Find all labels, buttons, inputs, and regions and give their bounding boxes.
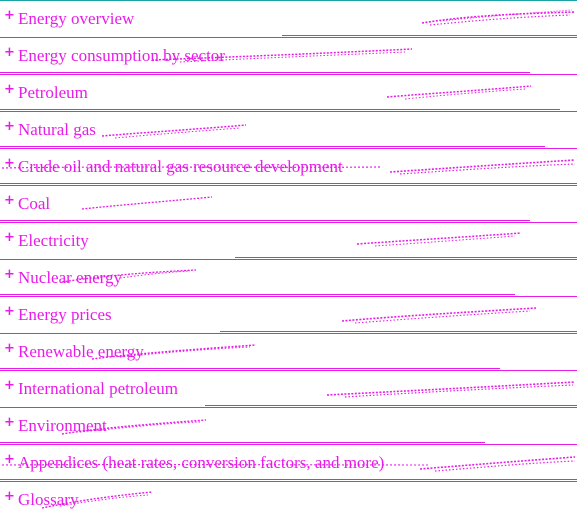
- plus-icon[interactable]: +: [4, 266, 15, 282]
- menu-item-label: Natural gas: [18, 119, 96, 139]
- menu-item-label: Petroleum: [18, 82, 88, 102]
- divider: [282, 35, 577, 36]
- plus-icon[interactable]: +: [4, 303, 15, 319]
- divider: [0, 259, 577, 260]
- divider: [0, 183, 577, 184]
- menu-item-label: Coal: [18, 193, 51, 213]
- plus-icon[interactable]: +: [4, 229, 15, 245]
- divider: [0, 368, 500, 369]
- menu-item-label: Energy prices: [18, 304, 112, 324]
- menu-item-label: Electricity: [18, 230, 89, 250]
- divider: [0, 479, 577, 480]
- menu-item-label: Appendices (heat rates, conversion facto…: [18, 452, 385, 472]
- divider: [0, 442, 485, 443]
- plus-icon[interactable]: +: [4, 488, 15, 504]
- divider: [235, 257, 577, 258]
- menu-item-crude-oil-and-natural-gas-resource-development[interactable]: + Crude oil and natural gas resource dev…: [0, 149, 577, 186]
- divider: [0, 109, 560, 110]
- menu-item-label: Crude oil and natural gas resource devel…: [18, 156, 343, 176]
- plus-icon[interactable]: +: [4, 192, 15, 208]
- menu-item-petroleum[interactable]: + Petroleum: [0, 75, 577, 112]
- plus-icon[interactable]: +: [4, 155, 15, 171]
- menu-item-environment[interactable]: + Environment: [0, 408, 577, 445]
- divider: [0, 296, 577, 297]
- menu-item-international-petroleum[interactable]: + International petroleum: [0, 371, 577, 408]
- plus-icon[interactable]: +: [4, 7, 15, 23]
- plus-icon[interactable]: +: [4, 340, 15, 356]
- divider: [0, 481, 577, 482]
- divider: [0, 444, 577, 445]
- divider: [0, 333, 577, 334]
- divider: [0, 220, 530, 221]
- divider: [0, 407, 577, 408]
- menu-item-label: Environment: [18, 415, 107, 435]
- menu-item-label: Energy consumption by sector: [18, 45, 225, 65]
- divider: [0, 72, 530, 73]
- menu-item-energy-overview[interactable]: + Energy overview: [0, 1, 577, 38]
- divider: [0, 146, 545, 147]
- menu-item-renewable-energy[interactable]: + Renewable energy: [0, 334, 577, 371]
- divider: [0, 37, 577, 38]
- menu-item-natural-gas[interactable]: + Natural gas: [0, 112, 577, 149]
- plus-icon[interactable]: +: [4, 81, 15, 97]
- menu-item-label: Glossary: [18, 489, 79, 509]
- plus-icon[interactable]: +: [4, 414, 15, 430]
- plus-icon[interactable]: +: [4, 377, 15, 393]
- divider: [0, 294, 515, 295]
- menu-item-coal[interactable]: + Coal: [0, 186, 577, 223]
- divider: [0, 148, 577, 149]
- divider: [0, 185, 577, 186]
- divider: [0, 74, 577, 75]
- menu-item-electricity[interactable]: + Electricity: [0, 223, 577, 260]
- menu-item-nuclear-energy[interactable]: + Nuclear energy: [0, 260, 577, 297]
- menu-item-energy-prices[interactable]: + Energy prices: [0, 297, 577, 334]
- divider: [205, 405, 577, 406]
- divider: [220, 331, 577, 332]
- divider: [0, 370, 577, 371]
- top-border: [0, 0, 577, 1]
- menu-item-glossary[interactable]: + Glossary: [0, 482, 577, 519]
- divider: [0, 222, 577, 223]
- divider: [0, 111, 577, 112]
- menu-item-label: Energy overview: [18, 8, 135, 28]
- menu-item-label: Renewable energy: [18, 341, 144, 361]
- plus-icon[interactable]: +: [4, 44, 15, 60]
- plus-icon[interactable]: +: [4, 118, 15, 134]
- menu-item-appendices[interactable]: + Appendices (heat rates, conversion fac…: [0, 445, 577, 482]
- menu-item-label: International petroleum: [18, 378, 179, 398]
- plus-icon[interactable]: +: [4, 451, 15, 467]
- menu-item-label: Nuclear energy: [18, 267, 122, 287]
- menu-item-energy-consumption-by-sector[interactable]: + Energy consumption by sector: [0, 38, 577, 75]
